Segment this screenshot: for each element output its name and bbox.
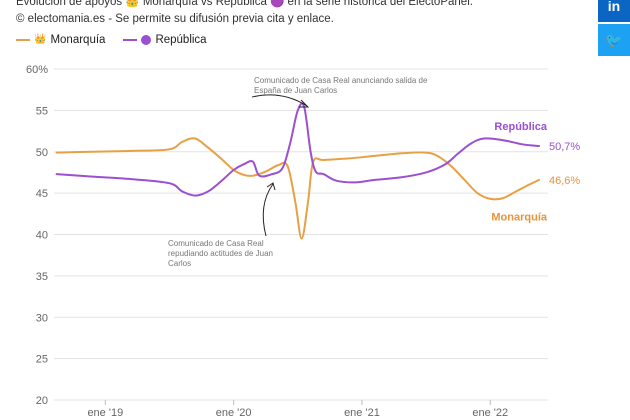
y-tick-label: 20 <box>36 395 48 407</box>
monarquia-line-swatch <box>16 39 30 41</box>
y-tick-label: 25 <box>36 354 48 366</box>
annotation-repudiando-arrowhead <box>266 182 276 191</box>
annotation-salida-arrow <box>251 94 308 107</box>
x-tick-label: ene '19 <box>87 407 123 419</box>
y-tick-label: 45 <box>36 188 48 200</box>
monarquia-end-label: Monarquía <box>491 211 547 223</box>
chart-header: Evolución de apoyos 👑 Monarquía vs Repúb… <box>16 0 582 27</box>
legend-item-republica[interactable]: República <box>123 34 207 46</box>
chart-credit: © electomania.es - Se permite su difusió… <box>16 13 334 25</box>
y-tick-label: 55 <box>36 105 48 117</box>
twitter-share-button[interactable]: 🐦 <box>598 24 630 56</box>
legend-label-monarquia: Monarquía <box>50 34 106 46</box>
annotation-repudiando-text: Comunicado de Casa Real <box>168 239 264 248</box>
annotation-salida-text: Comunicado de Casa Real anunciando salid… <box>254 76 428 85</box>
legend-label-republica: República <box>155 34 207 46</box>
y-tick-label: 30 <box>36 312 48 324</box>
twitter-icon: 🐦 <box>605 31 623 48</box>
annotation-salida-text: España de Juan Carlos <box>254 86 337 95</box>
chart-title: Evolución de apoyos 👑 Monarquía vs Repúb… <box>16 0 473 8</box>
legend: 👑 Monarquía República <box>16 34 207 46</box>
y-tick-label: 35 <box>36 271 48 283</box>
republica-line <box>55 102 540 197</box>
annotation-repudiando-arrow <box>262 183 274 237</box>
y-tick-label: 60% <box>26 64 48 76</box>
republica-end-label: República <box>494 121 547 133</box>
purple-circle-icon <box>141 35 152 45</box>
annotation-repudiando-text: repudiando actitudes de Juan <box>168 249 273 258</box>
y-tick-label: 40 <box>36 230 48 242</box>
annotation-salida-arrowhead <box>299 99 310 108</box>
legend-item-monarquia[interactable]: 👑 Monarquía <box>16 34 105 46</box>
annotation-repudiando-text: Carlos <box>168 259 191 268</box>
linkedin-share-button[interactable]: in <box>598 0 630 22</box>
y-tick-label: 50 <box>36 147 48 159</box>
monarquia-end-value: 46,6% <box>549 175 580 187</box>
x-tick-label: ene '21 <box>344 407 380 419</box>
republica-end-value: 50,7% <box>549 141 580 153</box>
x-tick-label: ene '22 <box>472 407 508 419</box>
monarquia-line <box>55 137 540 240</box>
crown-icon: 👑 <box>34 34 47 45</box>
x-tick-label: ene '20 <box>216 407 252 419</box>
republica-line-swatch <box>123 39 138 41</box>
linkedin-icon: in <box>607 0 621 14</box>
